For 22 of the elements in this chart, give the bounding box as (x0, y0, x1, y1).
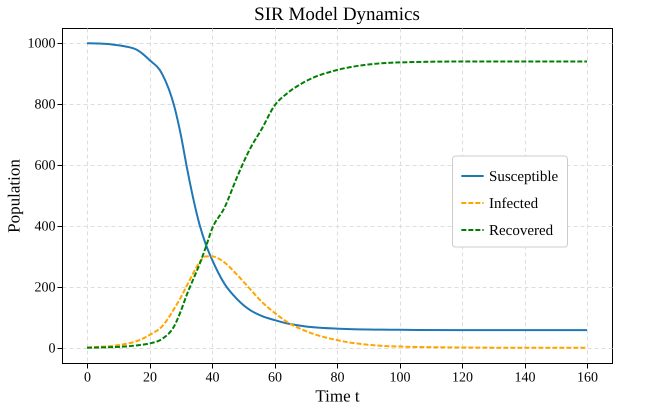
legend-label: Recovered (489, 223, 554, 239)
x-tick-label: 140 (514, 370, 536, 386)
y-tick-label: 400 (34, 219, 56, 234)
y-tick-label: 800 (34, 98, 56, 113)
x-tick-label: 160 (577, 370, 598, 386)
y-tick-label: 0 (48, 341, 56, 356)
x-tick-label: 0 (84, 370, 91, 386)
legend-label: Susceptible (489, 169, 558, 185)
x-tick-label: 80 (330, 370, 344, 386)
x-axis-title: Time t (315, 386, 360, 406)
x-tick-label: 40 (206, 370, 220, 386)
x-tick-label: 100 (390, 370, 410, 386)
chart-title: SIR Model Dynamics (254, 4, 420, 25)
y-tick-label: 200 (34, 280, 56, 296)
y-tick-label: 600 (34, 158, 56, 174)
x-tick-label: 20 (143, 370, 157, 386)
y-axis-title: Population (4, 158, 24, 233)
legend-label: Infected (489, 196, 539, 212)
line-series (86, 255, 588, 349)
x-tick-label: 120 (452, 370, 473, 386)
y-tick-label: 1000 (28, 36, 56, 52)
x-tick-label: 60 (268, 370, 282, 386)
